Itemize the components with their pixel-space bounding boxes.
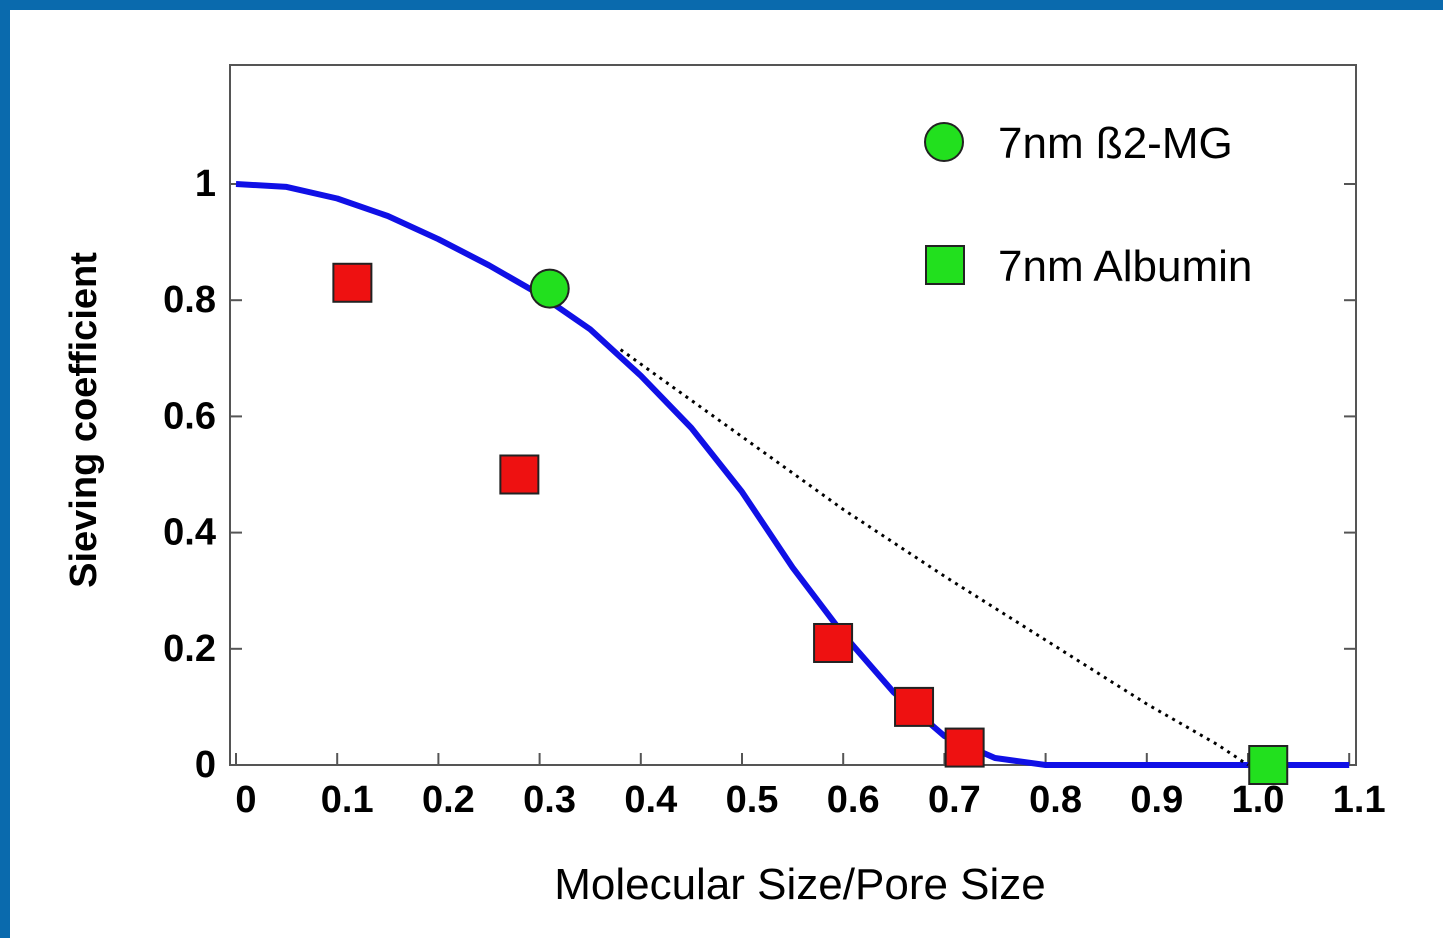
data-point-square bbox=[813, 622, 854, 663]
y-tick-label: 0.2 bbox=[163, 628, 216, 670]
x-tick-label: 0.5 bbox=[726, 779, 779, 821]
fit-curve-dotted bbox=[619, 348, 1249, 767]
legend-square-marker bbox=[925, 245, 965, 285]
sieving-chart: 0 0.2 0.4 0.6 0.8 1 0 0.1 0.2 0.3 0.4 0.5 0.6 0.7 0.8… bbox=[63, 64, 1386, 909]
y-tick-label: 0.6 bbox=[163, 395, 216, 437]
data-point-square bbox=[332, 262, 373, 303]
y-tick-label: 1 bbox=[195, 163, 216, 205]
data-point-square bbox=[894, 686, 935, 727]
x-tick-label: 0.9 bbox=[1130, 779, 1183, 821]
x-tick-label: 0.4 bbox=[624, 779, 677, 821]
x-axis-title: Molecular Size/Pore Size bbox=[554, 860, 1046, 909]
data-markers bbox=[332, 262, 1289, 785]
y-tick-label: 0.4 bbox=[163, 512, 216, 554]
data-point-square bbox=[1248, 745, 1289, 785]
x-tick-label: 1.0 bbox=[1232, 779, 1285, 821]
slide-background: 0 0.2 0.4 0.6 0.8 1 0 0.1 0.2 0.3 0.4 0.5 0.6 0.7 0.8… bbox=[10, 10, 1443, 938]
legend-label-albumin: 7nm Albumin bbox=[998, 242, 1252, 291]
data-point-square bbox=[944, 727, 985, 768]
x-tick-label: 1.1 bbox=[1333, 779, 1386, 821]
x-axis: 0 0.1 0.2 0.3 0.4 0.5 0.6 0.7 0.8 0.9 1.0 1.1 bbox=[235, 753, 1386, 821]
x-tick-label: 0.8 bbox=[1029, 779, 1082, 821]
y-axis-title: Sieving coefficient bbox=[63, 252, 105, 588]
x-tick-label: 0.2 bbox=[422, 779, 475, 821]
legend-circle-marker bbox=[924, 122, 964, 162]
data-point-circle bbox=[529, 268, 570, 309]
x-tick-label: 0.1 bbox=[321, 779, 374, 821]
x-tick-label: 0.3 bbox=[523, 779, 576, 821]
legend-label-b2mg: 7nm ß2-MG bbox=[998, 119, 1233, 168]
x-tick-label: 0.6 bbox=[827, 779, 880, 821]
y-tick-label: 0 bbox=[195, 744, 216, 786]
plot-area-frame bbox=[229, 64, 1357, 766]
legend: 7nm ß2-MG 7nm Albumin bbox=[924, 119, 1252, 291]
data-point-square bbox=[499, 454, 540, 495]
x-tick-label: 0.7 bbox=[928, 779, 981, 821]
x-tick-label: 0 bbox=[235, 779, 256, 821]
y-axis: 0 0.2 0.4 0.6 0.8 1 bbox=[163, 163, 1356, 786]
y-tick-label: 0.8 bbox=[163, 279, 216, 321]
